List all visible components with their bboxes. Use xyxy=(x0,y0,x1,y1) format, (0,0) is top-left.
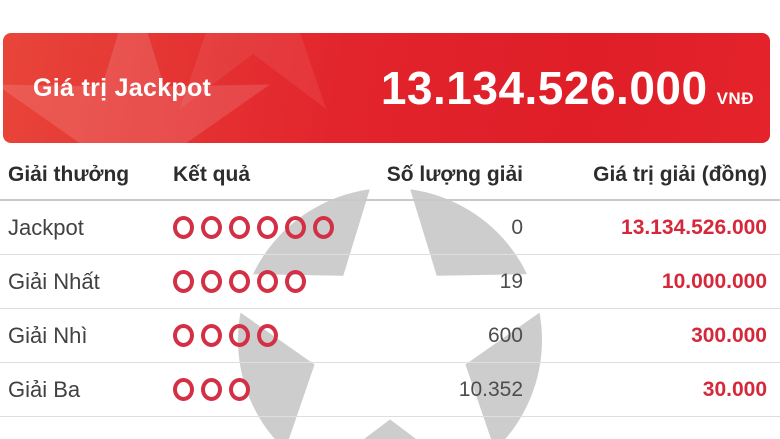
prize-table-header: Giải thưởng Kết quả Số lượng giải Giá tr… xyxy=(0,150,780,201)
prize-label: Giải Ba xyxy=(8,376,81,402)
prize-count: 600 xyxy=(487,323,523,347)
result-circle-icon xyxy=(173,324,194,347)
jackpot-amount: 13.134.526.000 xyxy=(380,62,708,114)
column-header-result: Kết quả xyxy=(173,162,251,186)
prize-table: Giải thưởng Kết quả Số lượng giải Giá tr… xyxy=(0,150,780,417)
prize-label: Jackpot xyxy=(8,214,84,240)
column-header-count: Số lượng giải xyxy=(386,162,523,186)
result-circle-icon xyxy=(173,378,194,401)
result-circle-icon xyxy=(285,216,306,239)
result-circle-icon xyxy=(201,324,222,347)
table-row-giai-nhi: Giải Nhì 600 300.000 xyxy=(0,309,780,363)
result-circle-icon xyxy=(229,270,250,293)
prize-count: 19 xyxy=(499,269,523,293)
jackpot-banner: Giá trị Jackpot 13.134.526.000 VNĐ xyxy=(3,33,770,143)
result-circle-icon xyxy=(201,378,222,401)
prize-count: 10.352 xyxy=(458,377,523,401)
result-circle-icon xyxy=(229,216,250,239)
result-circles xyxy=(173,270,355,293)
prize-value: 300.000 xyxy=(691,323,767,347)
prize-label: Giải Nhì xyxy=(8,322,88,348)
prize-count: 0 xyxy=(511,215,523,239)
result-circle-icon xyxy=(173,216,194,239)
prize-value: 13.134.526.000 xyxy=(621,215,767,239)
result-circle-icon xyxy=(285,270,306,293)
prize-value: 10.000.000 xyxy=(661,269,767,293)
column-header-prize: Giải thưởng xyxy=(8,162,130,186)
prize-value: 30.000 xyxy=(702,377,767,401)
table-row-giai-ba: Giải Ba 10.352 30.000 xyxy=(0,363,780,417)
jackpot-currency: VNĐ xyxy=(716,89,754,108)
jackpot-banner-label: Giá trị Jackpot xyxy=(33,73,212,102)
result-circle-icon xyxy=(257,216,278,239)
prize-label: Giải Nhất xyxy=(8,268,100,294)
result-circles xyxy=(173,378,355,401)
table-row-jackpot: Jackpot 0 13.134.526.000 xyxy=(0,201,780,255)
column-header-value: Giá trị giải (đồng) xyxy=(593,162,767,186)
result-circles xyxy=(173,324,355,347)
result-circle-icon xyxy=(201,270,222,293)
result-circle-icon xyxy=(229,324,250,347)
table-row-giai-nhat: Giải Nhất 19 10.000.000 xyxy=(0,255,780,309)
result-circle-icon xyxy=(173,270,194,293)
result-circle-icon xyxy=(257,270,278,293)
result-circle-icon xyxy=(229,378,250,401)
result-circle-icon xyxy=(201,216,222,239)
result-circle-icon xyxy=(257,324,278,347)
result-circles xyxy=(173,216,355,239)
jackpot-amount-group: 13.134.526.000 VNĐ xyxy=(381,61,754,115)
result-circle-icon xyxy=(313,216,334,239)
